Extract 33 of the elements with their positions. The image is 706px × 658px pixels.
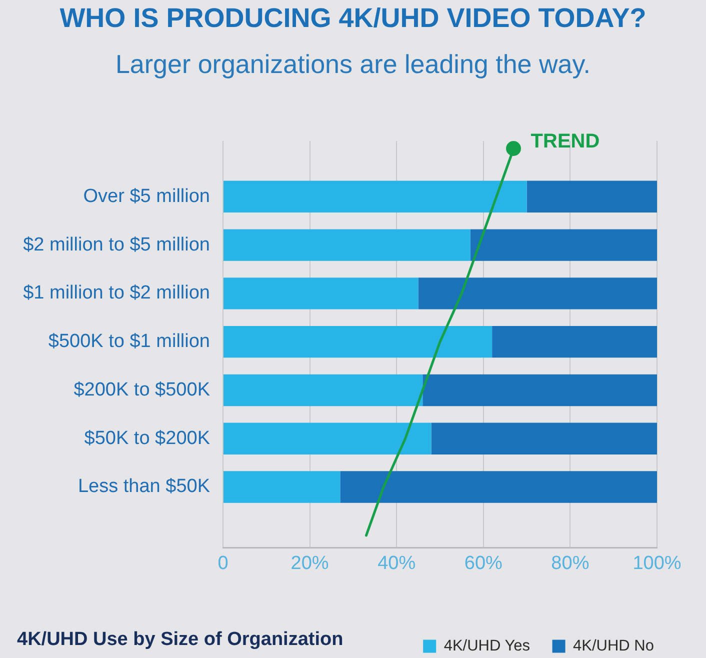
bar (340, 471, 657, 503)
bar (422, 374, 657, 406)
bar (224, 422, 432, 454)
bar (224, 278, 418, 310)
x-tick-label: 100% (632, 553, 682, 574)
y-tick-label: $2 million to $5 million (23, 234, 210, 256)
bar (224, 374, 423, 406)
bar (224, 471, 340, 503)
y-tick-label: $1 million to $2 million (23, 282, 210, 304)
text: 4K/UHD Use by Size of Organization (17, 629, 344, 651)
x-tick-label: 20% (290, 553, 329, 574)
chart-title: WHO IS PRODUCING 4K/UHD VIDEO TODAY? (60, 3, 646, 33)
legend-label: 4K/UHD No (573, 638, 654, 655)
x-tick-label: 80% (551, 553, 590, 574)
x-tick-label: 0 (218, 553, 228, 574)
y-tick-label: $200K to $500K (74, 379, 210, 400)
x-tick-label: 40% (378, 553, 416, 574)
bar (418, 278, 657, 310)
bar (470, 229, 657, 261)
bar (224, 229, 470, 261)
bar (492, 326, 657, 358)
y-tick-label: $500K to $1 million (48, 331, 210, 352)
bar (224, 326, 492, 358)
chart-subtitle: Larger organizations are leading the way. (115, 49, 591, 79)
x-tick-label: 60% (464, 553, 503, 574)
y-tick-label: Less than $50K (78, 476, 210, 498)
y-tick-label: Over $5 million (83, 186, 210, 207)
bar (431, 422, 657, 454)
legend-label: 4K/UHD Yes (444, 638, 530, 655)
bar (224, 180, 527, 212)
y-tick-label: $50K to $200K (84, 428, 210, 449)
bar (526, 180, 657, 212)
series-label: TREND (530, 130, 600, 152)
